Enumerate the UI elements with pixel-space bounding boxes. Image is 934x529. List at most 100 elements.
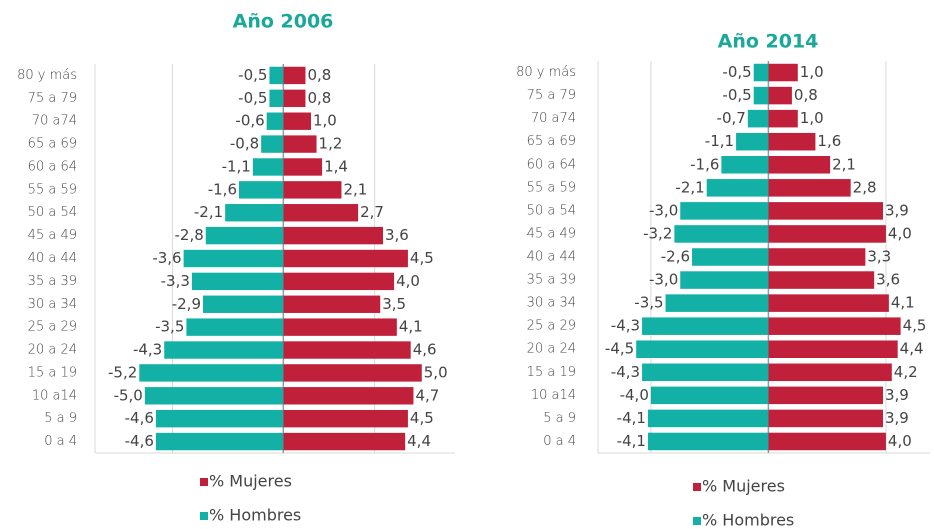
bar xyxy=(768,86,792,105)
bar xyxy=(155,409,284,428)
value-label: 2,8 xyxy=(853,178,877,196)
bar xyxy=(283,387,414,405)
category-label: 10 a14 xyxy=(531,388,576,403)
bar xyxy=(283,226,383,245)
bar xyxy=(768,156,831,174)
bar xyxy=(139,364,284,382)
value-label: 3,9 xyxy=(885,201,909,219)
bar xyxy=(225,204,284,222)
bar xyxy=(636,340,769,358)
value-label: 3,3 xyxy=(867,248,891,266)
value-label: 4,0 xyxy=(888,432,912,450)
category-label: 0 a 4 xyxy=(543,434,576,449)
value-label: -1,1 xyxy=(222,157,251,175)
value-label: 1,6 xyxy=(817,132,841,150)
category-label: 15 a 19 xyxy=(28,365,77,380)
value-label: -3,6 xyxy=(152,249,181,267)
bar xyxy=(283,89,306,108)
bar xyxy=(283,272,395,291)
value-label: 3,6 xyxy=(385,226,409,244)
category-label: 25 a 29 xyxy=(527,319,576,334)
value-label: -2,9 xyxy=(172,295,201,313)
value-label: 4,2 xyxy=(894,363,918,381)
bar xyxy=(283,66,306,85)
category-label: 20 a 24 xyxy=(527,342,576,357)
bar xyxy=(155,432,284,451)
bar xyxy=(191,272,284,291)
category-label: 65 a 69 xyxy=(28,137,77,152)
value-label: 0,8 xyxy=(307,66,331,84)
chart-title: Año 2014 xyxy=(718,31,819,53)
category-label: 75 a 79 xyxy=(28,91,77,106)
category-label: 50 a 54 xyxy=(28,205,77,220)
bar xyxy=(768,109,798,128)
category-label: 40 a 44 xyxy=(28,251,77,266)
bar xyxy=(680,271,769,289)
value-label: 2,7 xyxy=(360,203,384,221)
category-label: 55 a 59 xyxy=(28,182,77,197)
value-label: -0,5 xyxy=(722,86,751,104)
value-label: 0,8 xyxy=(307,89,331,107)
bar xyxy=(768,248,866,266)
legend-swatch xyxy=(693,483,701,491)
value-label: 1,0 xyxy=(800,63,824,81)
value-label: -5,2 xyxy=(108,363,137,381)
bar xyxy=(642,317,769,335)
bar xyxy=(768,271,875,289)
bar xyxy=(144,387,284,405)
category-label: 35 a 39 xyxy=(28,274,77,289)
category-label: 45 a 49 xyxy=(527,226,576,241)
category-label: 0 a 4 xyxy=(44,434,77,449)
value-label: 4,0 xyxy=(396,272,420,290)
bar xyxy=(753,86,769,105)
bar xyxy=(768,317,901,335)
value-label: -3,0 xyxy=(649,201,678,219)
value-label: 1,0 xyxy=(313,112,337,130)
bar xyxy=(768,202,883,220)
bar xyxy=(692,248,769,266)
bar xyxy=(768,225,886,243)
value-label: 3,6 xyxy=(876,271,900,289)
category-label: 50 a 54 xyxy=(527,203,576,218)
bar xyxy=(753,63,769,82)
legend-label: % Hombres xyxy=(209,506,301,525)
value-label: -0,6 xyxy=(235,112,264,130)
bar xyxy=(283,318,397,336)
value-label: 4,5 xyxy=(903,317,927,335)
legend-label: % Mujeres xyxy=(209,472,292,491)
bar xyxy=(665,294,769,312)
value-label: -5,0 xyxy=(114,386,143,404)
bar xyxy=(736,132,769,151)
bar xyxy=(283,135,317,153)
bar xyxy=(768,63,798,82)
value-label: 1,4 xyxy=(324,157,348,175)
bar xyxy=(747,109,769,128)
value-label: -3,3 xyxy=(161,272,190,290)
legend-swatch xyxy=(693,517,701,525)
value-label: -4,6 xyxy=(125,432,154,450)
value-label: -3,2 xyxy=(643,224,672,242)
value-label: 4,5 xyxy=(410,409,434,427)
category-label: 40 a 44 xyxy=(527,250,576,265)
category-label: 5 a 9 xyxy=(44,411,77,426)
legend-swatch xyxy=(200,512,208,520)
bar xyxy=(768,363,892,382)
value-label: -3,5 xyxy=(155,318,184,336)
value-label: -2,8 xyxy=(174,226,203,244)
bar xyxy=(252,158,284,176)
value-label: -4,3 xyxy=(611,363,640,381)
bar xyxy=(269,89,284,108)
value-label: 2,1 xyxy=(832,155,856,173)
bar xyxy=(768,132,816,151)
bar xyxy=(203,295,284,313)
bar xyxy=(261,135,284,153)
value-label: 4,1 xyxy=(399,318,423,336)
value-label: -4,1 xyxy=(617,432,646,450)
bar xyxy=(283,249,408,268)
value-label: -2,6 xyxy=(661,248,690,266)
legend-label: % Hombres xyxy=(702,511,794,529)
value-label: 2,1 xyxy=(343,180,367,198)
category-label: 70 a74 xyxy=(32,114,77,129)
value-label: -0,5 xyxy=(238,66,267,84)
category-label: 60 a 64 xyxy=(28,159,77,174)
